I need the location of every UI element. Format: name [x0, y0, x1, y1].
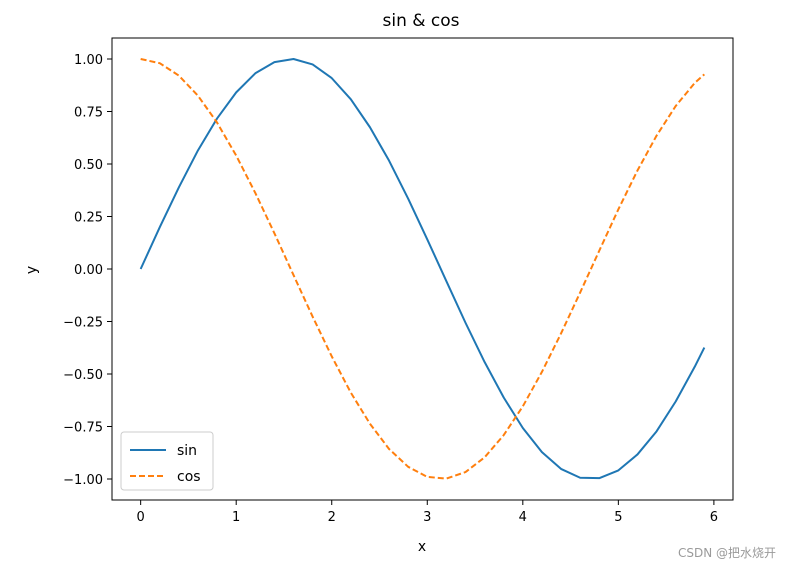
y-tick-label: −0.75: [63, 421, 103, 436]
x-axis-ticks: 0 1 2 3 4 5 6: [137, 500, 718, 525]
y-tick-label: −0.25: [63, 316, 103, 331]
y-tick-label: −1.00: [63, 473, 103, 488]
y-axis-label: y: [24, 266, 40, 274]
y-tick-label: −0.50: [63, 368, 103, 383]
chart-title: sin & cos: [382, 11, 459, 31]
y-tick-label: 0.50: [74, 158, 103, 173]
legend-label-cos: cos: [177, 469, 201, 485]
x-tick-label: 4: [519, 510, 527, 525]
y-tick-label: 0.25: [74, 211, 103, 226]
x-tick-label: 0: [137, 510, 145, 525]
y-tick-label: 0.75: [74, 106, 103, 121]
watermark: CSDN @把水烧开: [677, 546, 776, 560]
x-axis-label: x: [418, 539, 426, 555]
x-tick-label: 3: [423, 510, 431, 525]
y-axis-ticks: 1.00 0.75 0.50 0.25 0.00 −0.25 −0.50 −0.75 −1.00: [63, 53, 112, 488]
legend-label-sin: sin: [177, 443, 197, 459]
y-tick-label: 1.00: [74, 53, 103, 68]
plot-lines: [139, 58, 706, 480]
x-tick-label: 6: [710, 510, 718, 525]
series-line-sin: [139, 58, 706, 480]
y-tick-label: 0.00: [74, 263, 103, 278]
x-tick-label: 5: [614, 510, 622, 525]
legend: sin cos: [120, 431, 214, 491]
x-tick-label: 2: [328, 510, 336, 525]
x-tick-label: 1: [232, 510, 240, 525]
series-line-cos: [140, 58, 706, 480]
